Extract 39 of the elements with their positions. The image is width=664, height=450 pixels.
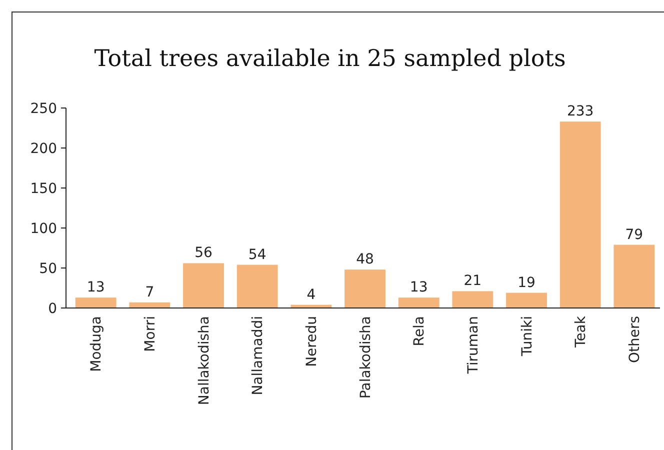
data-label: 13 bbox=[86, 280, 105, 296]
x-tick-label: Tuniki bbox=[519, 316, 536, 358]
bar bbox=[614, 244, 655, 308]
y-tick-label: 250 bbox=[30, 100, 57, 117]
data-label: 19 bbox=[518, 274, 536, 291]
chart-title: Total trees available in 25 sampled plots bbox=[94, 46, 566, 72]
x-tick-label: Rela bbox=[412, 316, 428, 346]
x-tick-label: Palakodisha bbox=[358, 316, 374, 399]
bar bbox=[452, 291, 494, 308]
data-label: 21 bbox=[464, 273, 482, 290]
data-label: 13 bbox=[410, 280, 428, 296]
x-tick-label: Teak bbox=[573, 315, 590, 348]
x-tick-label: Moduga bbox=[88, 316, 105, 372]
data-label: 48 bbox=[356, 252, 374, 268]
x-tick-label: Morri bbox=[142, 316, 159, 352]
bar bbox=[183, 263, 224, 308]
data-label: 7 bbox=[145, 284, 154, 300]
bar bbox=[506, 292, 547, 308]
data-label: 79 bbox=[625, 226, 644, 243]
y-tick-label: 0 bbox=[48, 300, 57, 317]
x-tick-label: Nallamaddi bbox=[250, 316, 266, 396]
x-tick-label: Tiruman bbox=[466, 316, 482, 375]
bar bbox=[560, 122, 601, 308]
x-tick-label: Nallakodisha bbox=[196, 316, 212, 406]
y-tick-label: 100 bbox=[30, 220, 57, 237]
x-tick-label: Neredu bbox=[304, 316, 320, 367]
bar bbox=[236, 264, 278, 308]
data-label: 56 bbox=[194, 245, 212, 262]
y-tick-label: 150 bbox=[30, 180, 57, 197]
data-label: 233 bbox=[566, 104, 594, 120]
y-tick-label: 200 bbox=[30, 140, 57, 157]
data-label: 4 bbox=[306, 286, 316, 303]
bar bbox=[129, 302, 170, 308]
bar bbox=[344, 270, 386, 308]
bar bbox=[75, 298, 116, 308]
data-label: 54 bbox=[248, 246, 266, 263]
bar bbox=[398, 298, 440, 308]
y-tick-label: 50 bbox=[39, 260, 57, 277]
x-tick-label: Others bbox=[627, 316, 644, 364]
